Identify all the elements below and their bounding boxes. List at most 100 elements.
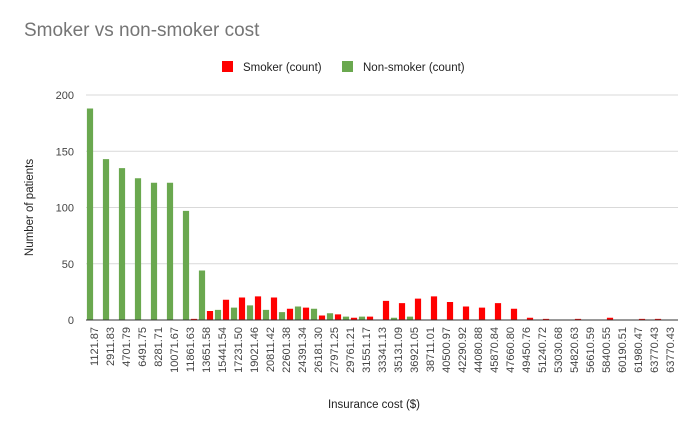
legend: Smoker (count) Non-smoker (count) [222, 61, 465, 74]
y-axis-title: Number of patients [24, 159, 36, 256]
bar-smoker [190, 318, 198, 320]
bar-non-smoker [262, 309, 270, 320]
x-tick-label: 47660.80 [505, 327, 517, 373]
bar-smoker [510, 308, 518, 320]
bar-smoker [318, 315, 326, 320]
bar-non-smoker [390, 317, 398, 320]
bar-non-smoker [326, 313, 334, 320]
bar-non-smoker [150, 182, 158, 320]
bar-smoker [462, 306, 470, 320]
x-tick-label: 1121.87 [89, 327, 101, 366]
x-tick-label: 60190.51 [617, 327, 629, 373]
bar-smoker [494, 303, 502, 320]
legend-swatch [342, 61, 353, 72]
bar-smoker [254, 296, 262, 320]
x-tick-label: 20811.42 [265, 327, 277, 372]
x-tick-label: 63770.43 [665, 327, 677, 373]
x-tick-label: 49450.76 [521, 327, 533, 373]
y-tick-label: 100 [56, 203, 74, 215]
x-tick-label: 31551.17 [361, 327, 373, 373]
bar-non-smoker [230, 307, 238, 320]
bar-smoker [302, 307, 310, 320]
x-tick-label: 54820.63 [569, 327, 581, 373]
bar-smoker [398, 303, 406, 320]
x-tick-label: 19021.46 [249, 327, 261, 373]
bar-non-smoker [310, 308, 318, 320]
bar-smoker [526, 317, 534, 320]
x-tick-label: 53030.68 [553, 327, 565, 373]
x-tick-label: 8281.71 [153, 327, 165, 367]
bar-smoker [366, 316, 374, 320]
x-tick-label: 10071.67 [169, 327, 181, 373]
legend-swatch [222, 61, 233, 72]
x-tick-label: 26181.30 [313, 327, 325, 373]
bar-smoker [334, 314, 342, 320]
bar-smoker [350, 317, 358, 320]
bar-non-smoker [406, 316, 414, 320]
bar-smoker [238, 297, 246, 320]
x-tick-label: 44080.88 [473, 327, 485, 373]
x-axis-title: Insurance cost ($) [328, 399, 420, 411]
legend-label: Non-smoker (count) [363, 62, 465, 74]
bar-non-smoker [342, 316, 350, 320]
x-tick-label: 58400.55 [601, 327, 613, 373]
bar-smoker [654, 318, 662, 320]
x-tick-label: 36921.05 [409, 327, 421, 373]
x-tick-label: 27971.25 [329, 327, 341, 373]
bar-non-smoker [118, 168, 126, 320]
y-tick-label: 50 [62, 259, 74, 271]
bar-smoker [206, 311, 214, 320]
bar-non-smoker [294, 306, 302, 320]
x-tick-label: 4701.79 [121, 327, 133, 367]
y-tick-label: 200 [56, 90, 74, 102]
x-tick-label: 13651.58 [201, 327, 213, 373]
bar-smoker [270, 297, 278, 320]
bar-smoker [382, 300, 390, 320]
bar-non-smoker [358, 316, 366, 320]
x-tick-label: 6491.75 [137, 327, 149, 367]
bar-smoker [446, 302, 454, 320]
bar-non-smoker [134, 178, 142, 320]
bar-smoker [574, 318, 582, 320]
x-tick-label: 24391.34 [297, 327, 309, 373]
x-tick-label: 51240.72 [537, 327, 549, 373]
bar-non-smoker [214, 309, 222, 320]
bar-smoker [414, 298, 422, 320]
x-tick-label: 42290.92 [457, 327, 469, 373]
bar-non-smoker [198, 270, 206, 320]
x-tick-label: 45870.84 [489, 327, 501, 373]
x-tick-label: 15441.54 [217, 327, 229, 373]
bar-non-smoker [246, 305, 254, 320]
bar-smoker [478, 307, 486, 320]
y-tick-label: 150 [56, 146, 74, 158]
bar-smoker [222, 299, 230, 320]
x-tick-label: 2911.83 [105, 327, 117, 366]
bar-non-smoker [166, 182, 174, 320]
x-tick-label: 17231.50 [233, 327, 245, 373]
bar-smoker [542, 318, 550, 320]
x-tick-label: 11861.63 [185, 327, 197, 372]
x-tick-label: 61980.47 [633, 327, 645, 373]
chart-title: Smoker vs non-smoker cost [24, 20, 260, 41]
bar-smoker [430, 296, 438, 320]
axes: 0 50 100 150 200 1121.87 2911.83 4701.79 6491.75… [56, 90, 678, 373]
bars [86, 108, 662, 320]
x-tick-label: 56610.59 [585, 327, 597, 373]
bar-smoker [638, 318, 646, 320]
x-tick-label: 22601.38 [281, 327, 293, 373]
x-tick-label: 40500.97 [441, 327, 453, 373]
bar-non-smoker [182, 210, 190, 320]
bar-non-smoker [102, 159, 110, 320]
bar-non-smoker [86, 108, 94, 320]
bar-non-smoker [278, 312, 286, 320]
bar-smoker [606, 317, 614, 320]
x-tick-label: 63770.43 [649, 327, 661, 373]
x-tick-label: 38711.01 [425, 327, 437, 372]
x-tick-label: 33341.13 [377, 327, 389, 373]
x-tick-label: 29761.21 [345, 327, 357, 373]
legend-label: Smoker (count) [243, 62, 322, 74]
y-tick-label: 0 [68, 315, 74, 327]
bar-smoker [286, 308, 294, 320]
